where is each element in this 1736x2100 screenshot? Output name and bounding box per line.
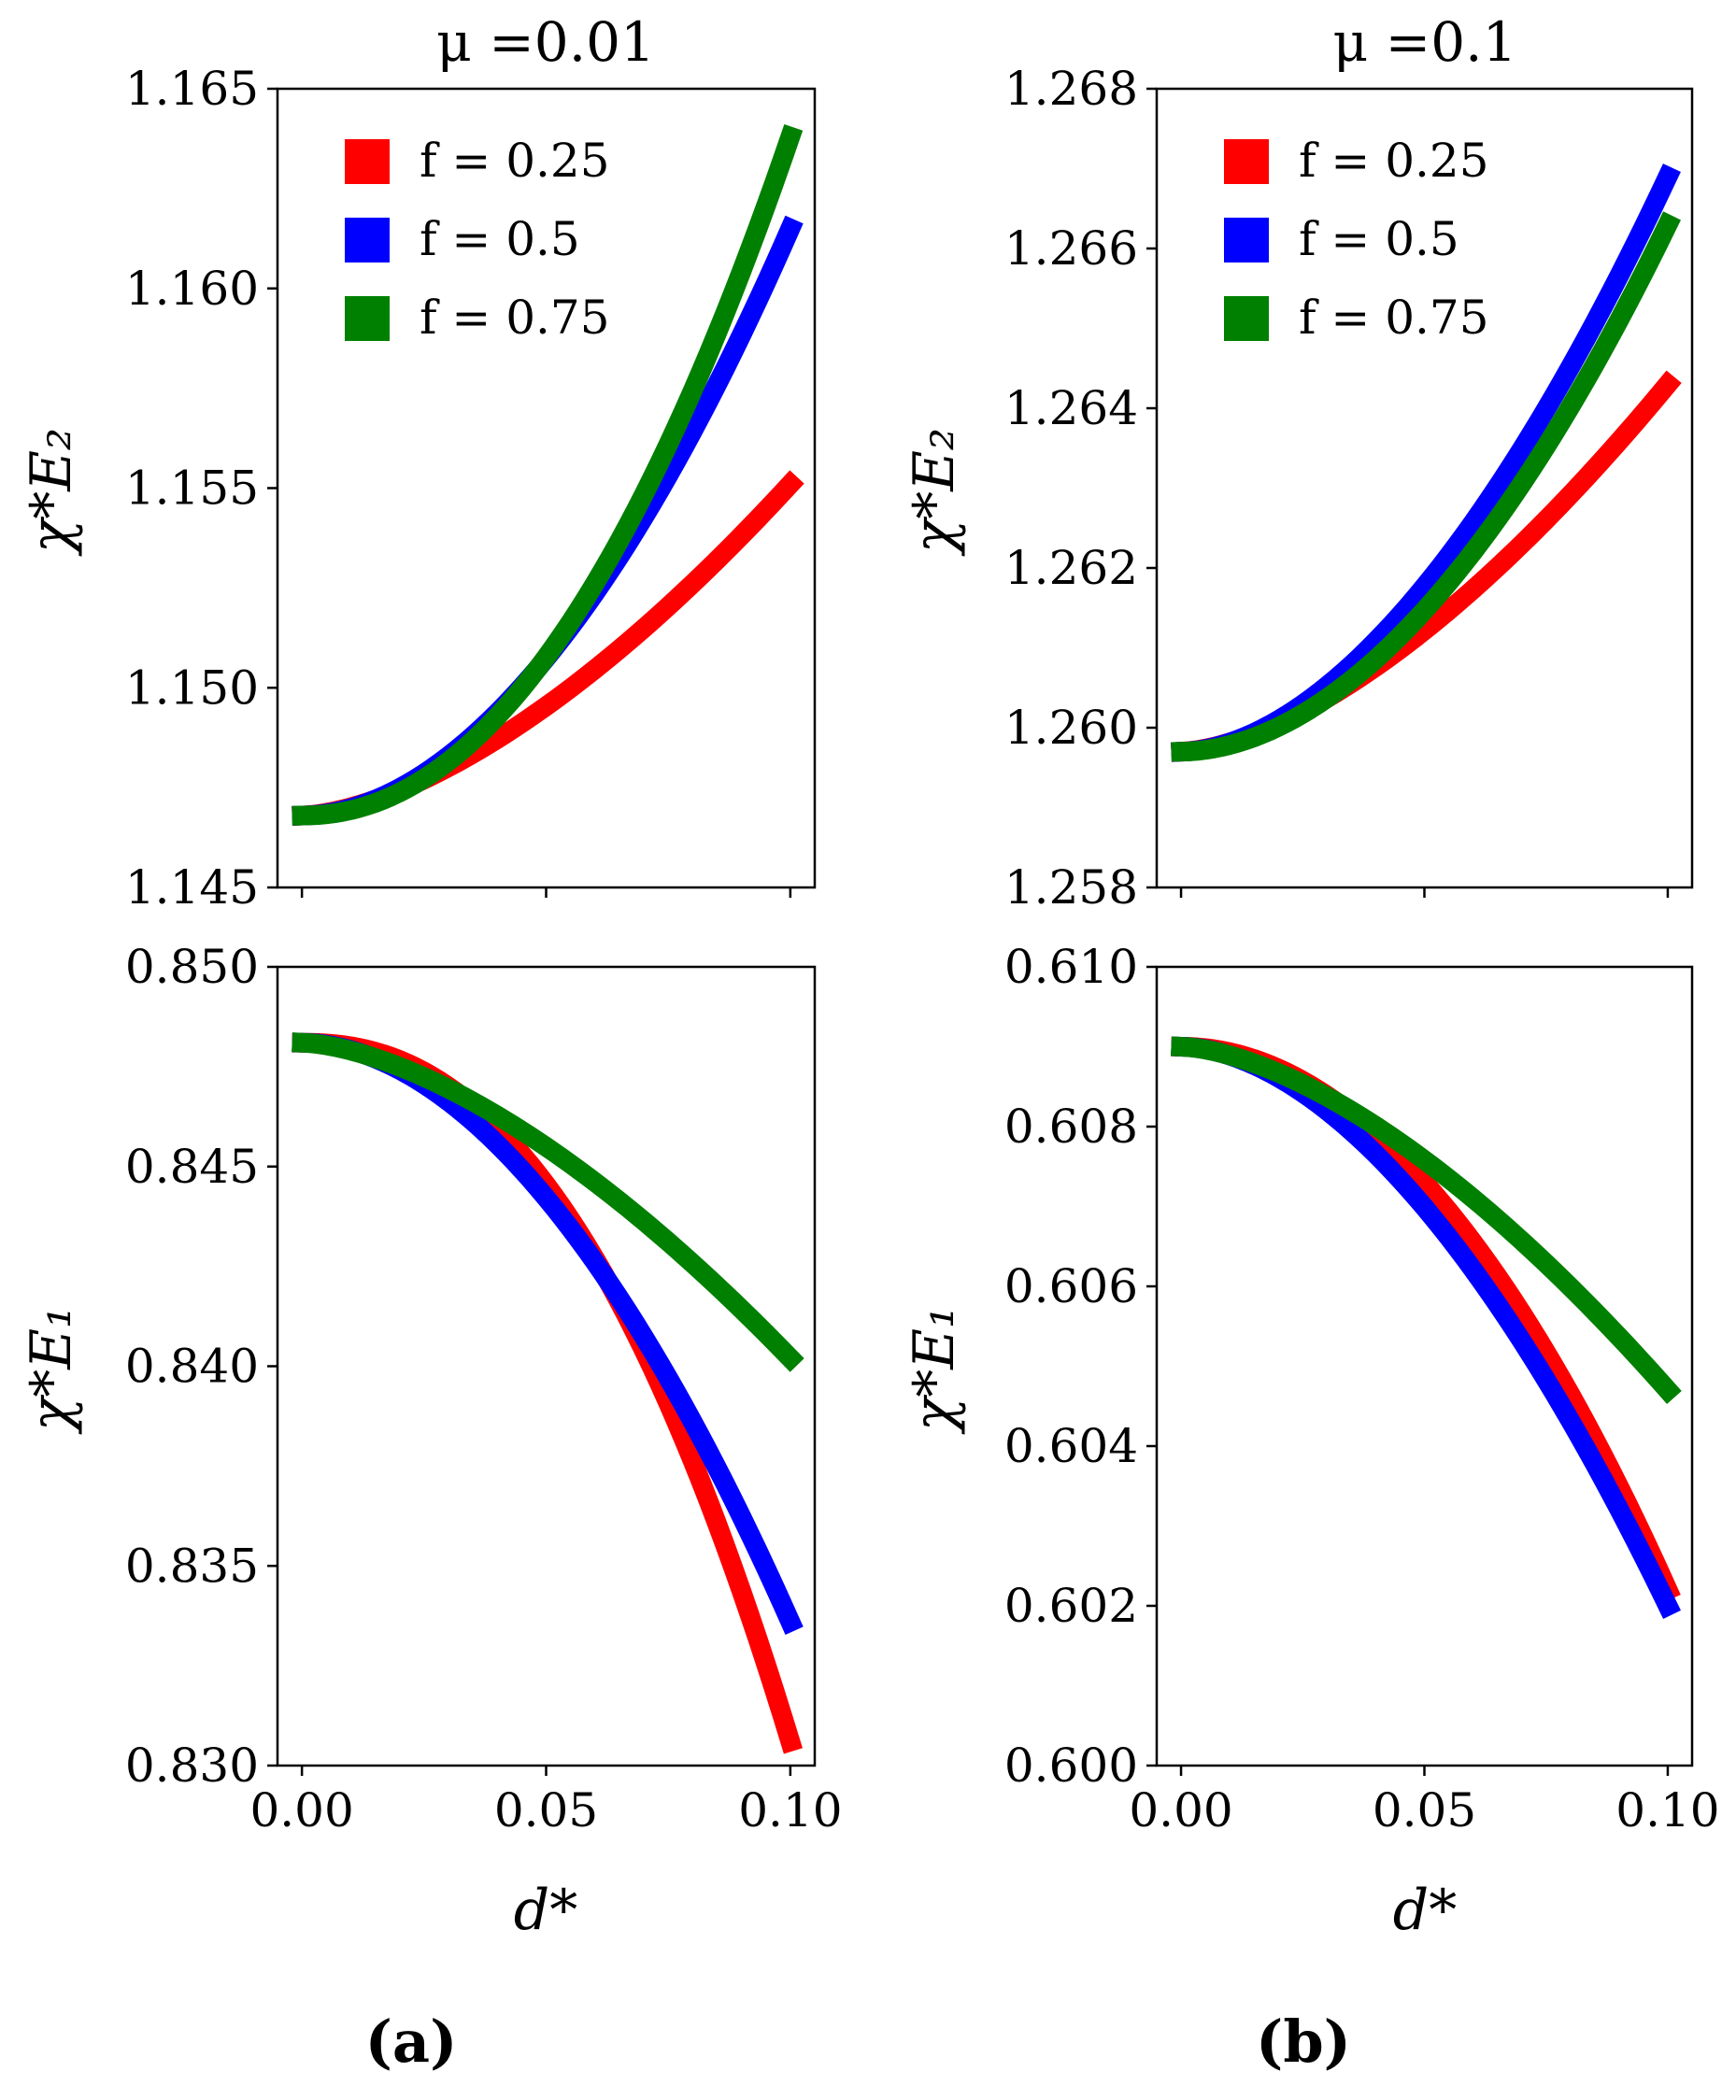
legend-swatch-a-top-0 xyxy=(345,139,390,184)
legend-swatch-b-top-2 xyxy=(1224,296,1269,341)
y-tick-label-b-bottom-4: 0.608 xyxy=(1004,1100,1138,1154)
chart-a-top: 1.145 1.150 1.155 1.160 1.165 f = 0.25 f = 0.5… xyxy=(125,62,817,915)
y-tick-label-b-top-4: 1.266 xyxy=(1004,221,1138,276)
series-line-b-top-0 xyxy=(1170,370,1682,762)
x-tick-label-b-bottom-2: 0.10 xyxy=(1615,1783,1719,1838)
legend-label-a-top-1: f = 0.5 xyxy=(420,212,580,266)
legend-label-a-top-2: f = 0.75 xyxy=(420,291,610,345)
y-tick-label-a-bottom-2: 0.840 xyxy=(125,1340,259,1394)
y-tick-label-b-top-0: 1.258 xyxy=(1004,860,1138,915)
legend-label-b-top-2: f = 0.75 xyxy=(1299,291,1489,345)
y-tick-label-a-top-4: 1.165 xyxy=(125,62,259,116)
column-title-a: μ =0.01 xyxy=(436,10,655,74)
x-tick-label-a-bottom-0: 0.00 xyxy=(249,1783,353,1838)
y-axis-label-b-top: χ*E₂ xyxy=(902,428,967,557)
y-tick-label-b-bottom-0: 0.600 xyxy=(1004,1738,1138,1793)
x-axis-label-a: d* xyxy=(514,1878,577,1943)
legend-swatch-a-top-1 xyxy=(345,218,390,262)
x-tick-label-b-bottom-0: 0.00 xyxy=(1129,1783,1232,1838)
y-tick-label-b-bottom-1: 0.602 xyxy=(1004,1579,1138,1633)
series-line-b-top-2 xyxy=(1171,211,1681,762)
x-tick-label-b-bottom-1: 0.05 xyxy=(1373,1783,1476,1838)
chart-b-top: 1.258 1.260 1.262 1.264 1.266 1.268 f = 0.25 f … xyxy=(1004,62,1694,915)
legend-label-b-top-0: f = 0.25 xyxy=(1299,134,1489,188)
panel-label-a: (a) xyxy=(365,2008,458,2076)
y-tick-label-a-bottom-4: 0.850 xyxy=(125,940,259,994)
y-tick-label-a-top-3: 1.160 xyxy=(125,262,259,316)
x-tick-label-a-bottom-1: 0.05 xyxy=(494,1783,598,1838)
legend-label-b-top-1: f = 0.5 xyxy=(1299,212,1459,266)
y-tick-label-b-top-3: 1.264 xyxy=(1004,381,1138,435)
y-tick-label-b-bottom-5: 0.610 xyxy=(1004,940,1138,994)
axes-frame-b-top xyxy=(1155,87,1694,889)
panel-label-b: (b) xyxy=(1256,2008,1351,2076)
y-tick-label-b-bottom-3: 0.606 xyxy=(1004,1259,1138,1313)
y-tick-label-a-top-1: 1.150 xyxy=(125,660,259,715)
y-tick-label-a-top-0: 1.145 xyxy=(125,860,259,915)
series-line-a-bottom-2 xyxy=(292,1032,804,1372)
axes-frame-a-top xyxy=(276,87,817,889)
y-tick-label-b-bottom-2: 0.604 xyxy=(1004,1419,1138,1473)
series-line-b-bottom-1 xyxy=(1171,1036,1681,1620)
x-tick-label-a-bottom-2: 0.10 xyxy=(738,1783,842,1838)
y-axis-label-a-top: χ*E₂ xyxy=(19,428,84,557)
y-tick-label-b-top-5: 1.268 xyxy=(1004,62,1138,116)
legend-label-a-top-0: f = 0.25 xyxy=(420,134,610,188)
axes-frame-b-bottom xyxy=(1155,965,1694,1767)
legend-swatch-b-top-1 xyxy=(1224,218,1269,262)
y-tick-label-a-top-2: 1.155 xyxy=(125,461,259,516)
plots-layer: 1.145 1.150 1.155 1.160 1.165 f = 0.25 f = 0.5… xyxy=(125,62,1720,1838)
axes-frame-a-bottom xyxy=(276,965,817,1767)
x-axis-label-b: d* xyxy=(1393,1878,1457,1943)
y-axis-label-a-bottom: χ*E₁ xyxy=(19,1306,84,1435)
chart-a-bottom: 0.830 0.835 0.840 0.845 0.850 0.00 0.05 0.10 xyxy=(125,940,843,1838)
y-tick-label-a-bottom-1: 0.835 xyxy=(125,1539,259,1593)
chart-b-bottom: 0.600 0.602 0.604 0.606 0.608 0.610 0.00 0.05 0.… xyxy=(1004,940,1720,1838)
y-tick-label-a-bottom-3: 0.845 xyxy=(125,1140,259,1194)
y-tick-label-b-top-1: 1.260 xyxy=(1004,701,1138,755)
series-line-b-bottom-2 xyxy=(1170,1036,1682,1404)
legend-swatch-a-top-2 xyxy=(345,296,390,341)
y-axis-label-b-bottom: χ*E₁ xyxy=(902,1306,967,1435)
y-tick-label-b-top-2: 1.262 xyxy=(1004,541,1138,595)
y-tick-label-a-bottom-0: 0.830 xyxy=(125,1738,259,1793)
column-title-b: μ =0.1 xyxy=(1333,10,1517,74)
series-line-a-top-2 xyxy=(292,123,804,826)
legend-swatch-b-top-0 xyxy=(1224,139,1269,184)
